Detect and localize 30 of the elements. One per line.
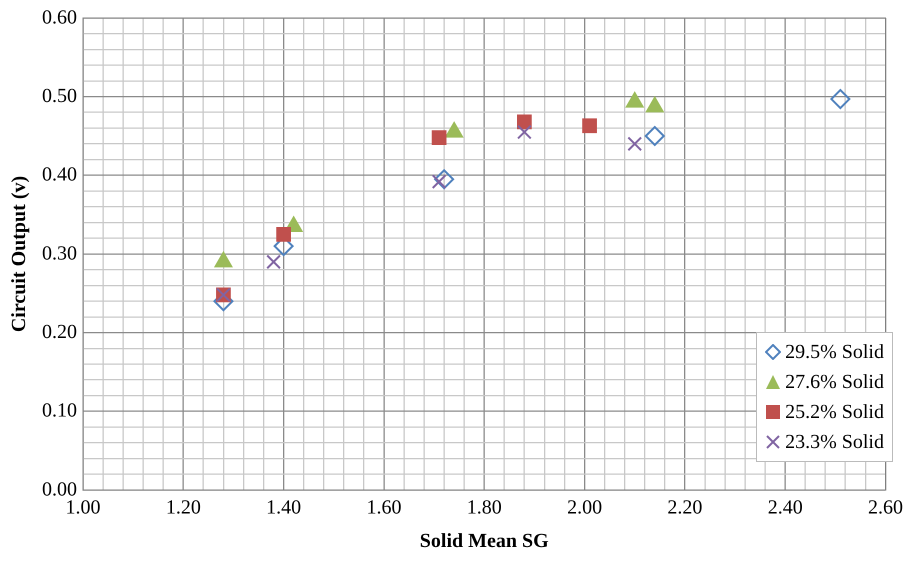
x-tick-label: 2.40: [768, 496, 803, 518]
legend-label: 29.5% Solid: [785, 340, 884, 365]
x-tick-label: 1.60: [366, 496, 402, 518]
point: [517, 124, 532, 140]
point: [517, 114, 532, 130]
legend-label: 25.2% Solid: [785, 400, 884, 425]
point: [434, 169, 454, 190]
x-tick-label: 1.40: [266, 496, 302, 518]
y-tick-label: 0.50: [42, 84, 77, 107]
point: [266, 254, 281, 270]
point: [830, 89, 850, 110]
point: [582, 118, 597, 134]
point: [644, 126, 665, 146]
x-tick-label: 2.60: [868, 496, 903, 518]
x-tick-label: 1.20: [166, 496, 201, 518]
legend-label: 27.6% Solid: [785, 370, 884, 395]
y-axis-title: Circuit Output (v): [8, 176, 30, 332]
x-tick-label: 1.80: [466, 496, 502, 518]
point: [627, 136, 642, 152]
x-tick-label: 2.00: [567, 496, 602, 518]
y-tick-label: 0.20: [42, 320, 77, 343]
y-tick-label: 0.10: [42, 400, 77, 422]
y-tick-label: 0.30: [42, 242, 77, 264]
point: [432, 130, 446, 145]
x-tick-label: 2.20: [667, 496, 702, 518]
x-axis-title: Solid Mean SG: [420, 530, 550, 552]
legend-label: 23.3% Solid: [785, 430, 884, 455]
y-tick-label: 0.40: [42, 164, 77, 186]
point: [276, 226, 291, 242]
y-tick-label: 0.60: [42, 6, 77, 28]
